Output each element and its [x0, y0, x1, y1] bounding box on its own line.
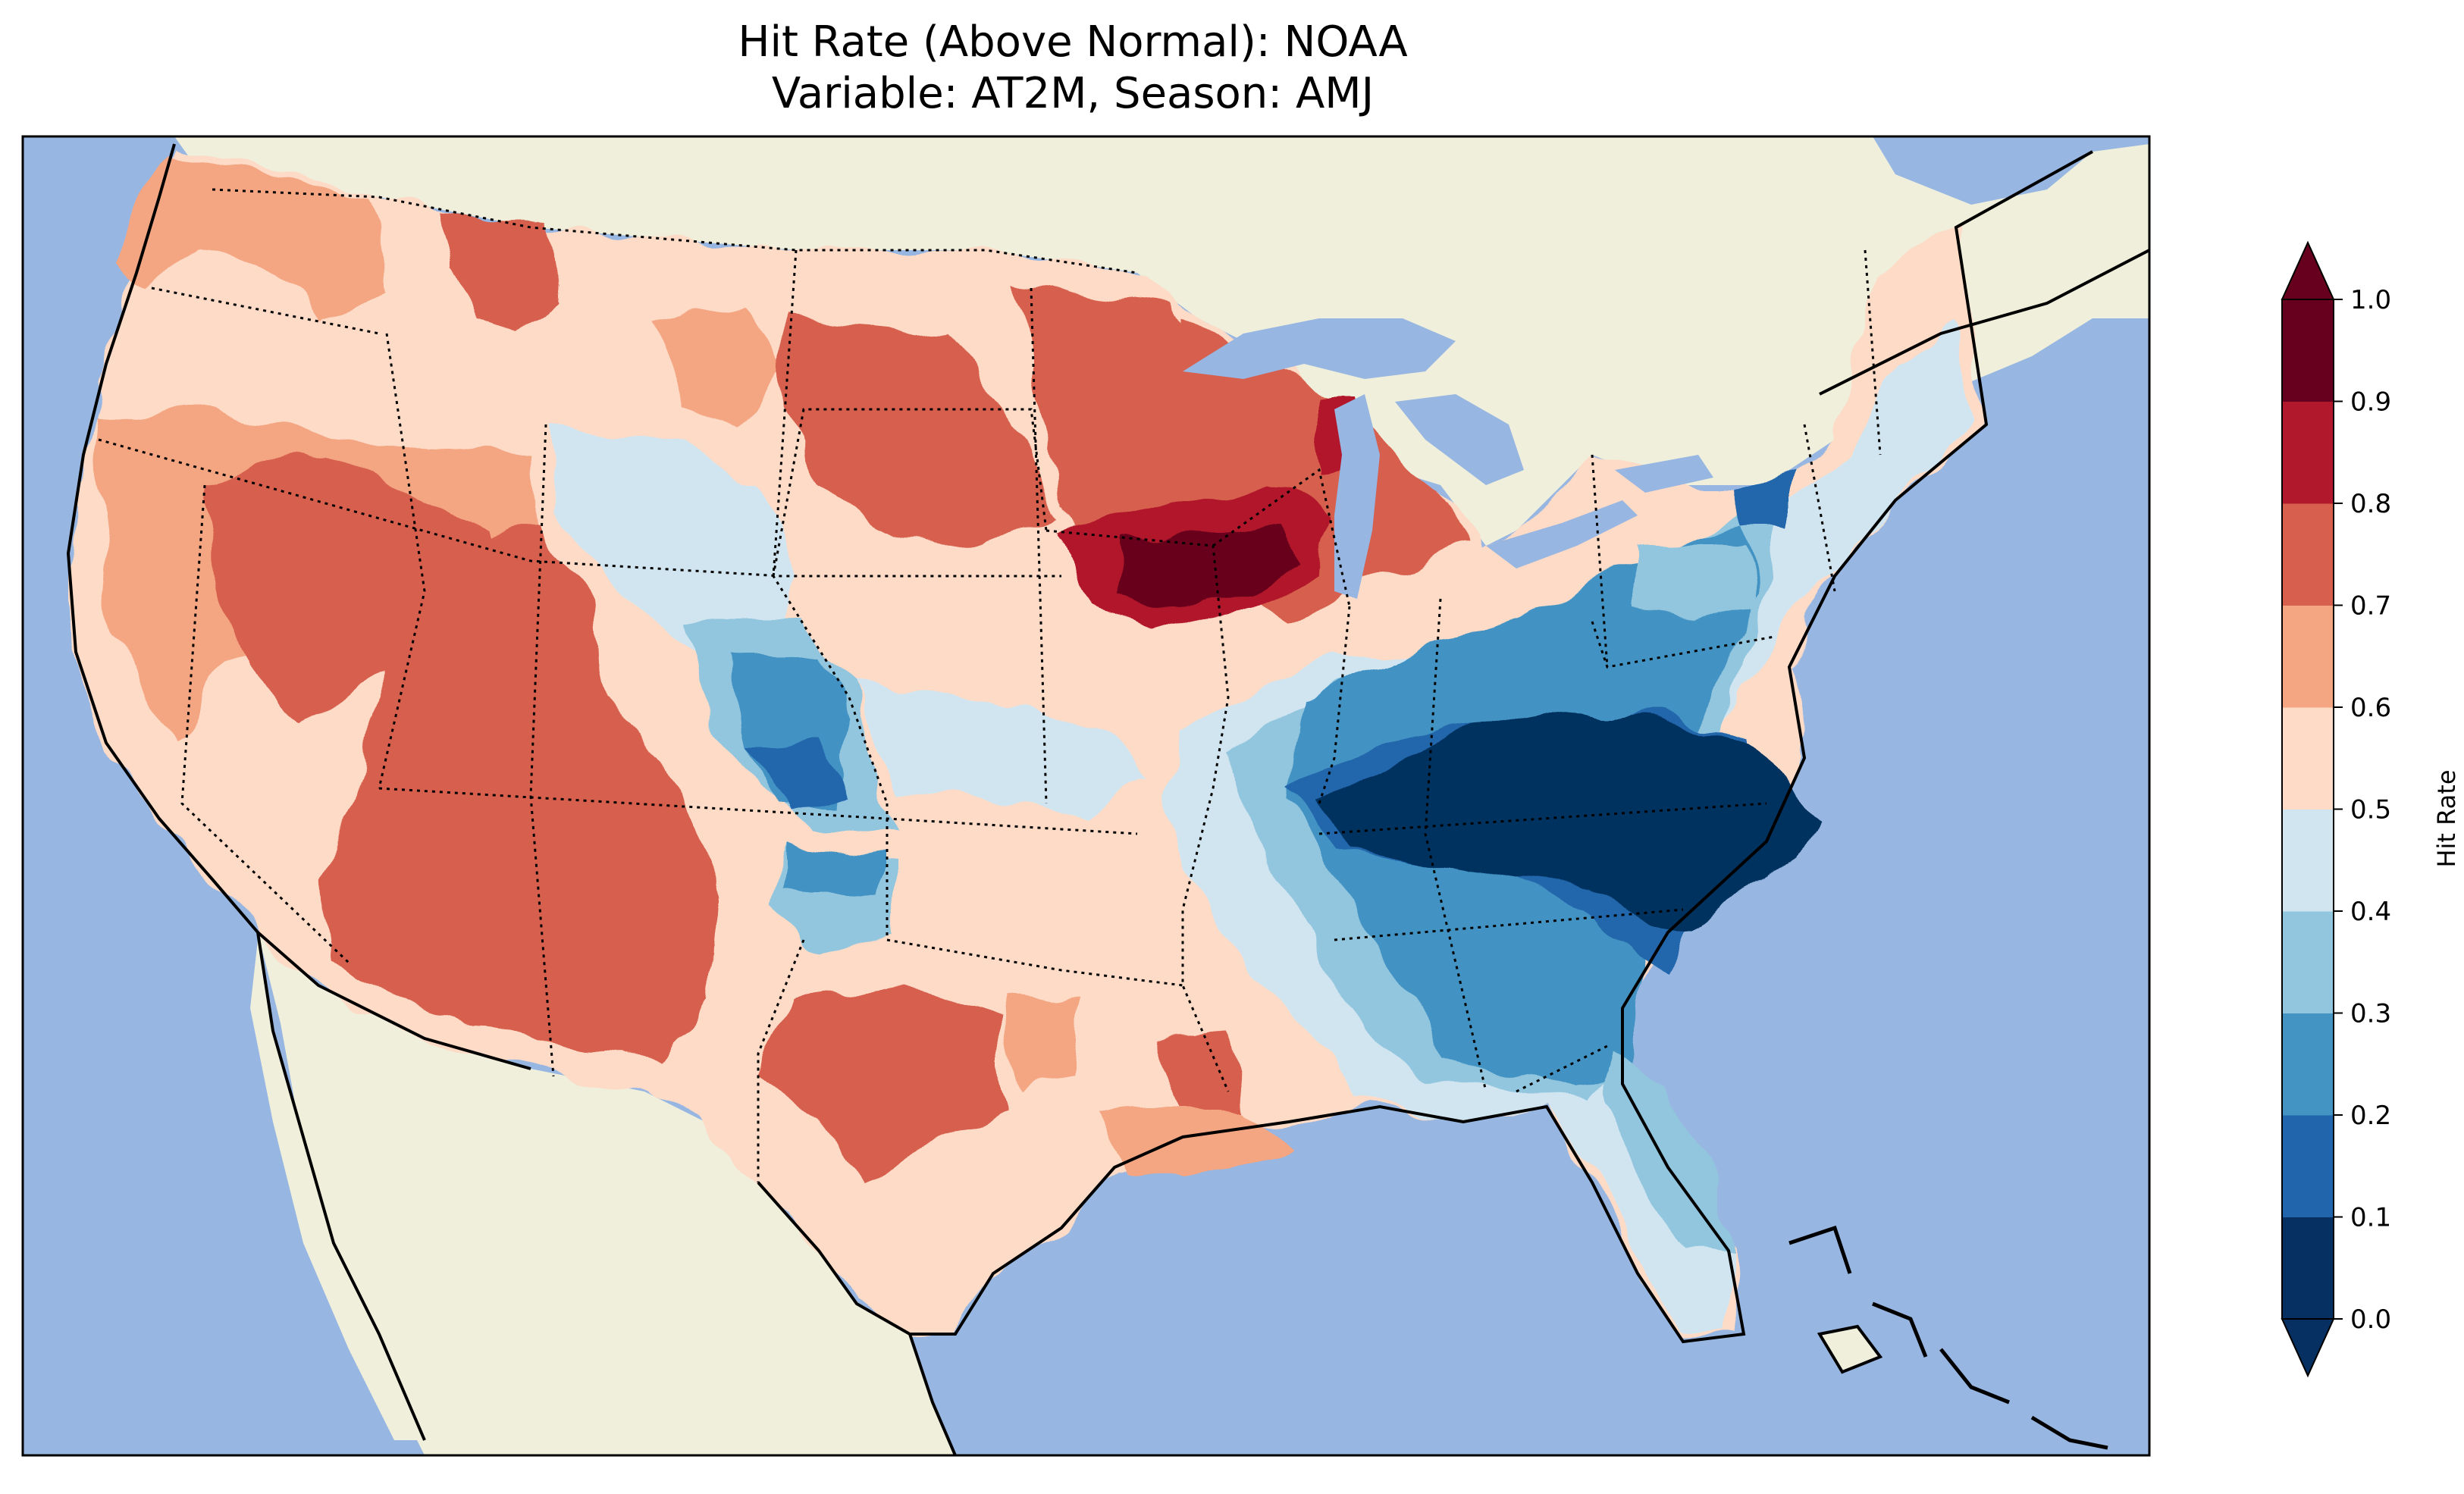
- lake-michigan: [1334, 394, 1380, 599]
- colorbar-segment-3: [2282, 911, 2334, 1013]
- coastlines: [66, 143, 2149, 1455]
- mexico-land: [258, 932, 955, 1455]
- cuba-fragment: [1817, 1324, 1883, 1374]
- state-borders: [98, 188, 1882, 1182]
- chart-title-line1: Hit Rate (Above Normal): NOAA: [738, 17, 1408, 67]
- colorbar-segment-5: [2282, 707, 2334, 810]
- colorbar-segment-9: [2282, 299, 2334, 402]
- colorbar-tick-label-9: 0.9: [2350, 387, 2391, 418]
- great-lakes: [1183, 318, 1713, 599]
- colorbar-tick-label-7: 0.7: [2350, 591, 2391, 622]
- map-area: [23, 136, 2149, 1455]
- colorbar-tick-label-3: 0.3: [2350, 999, 2391, 1029]
- colorbar-segment-8: [2282, 401, 2334, 504]
- lake-erie: [1486, 500, 1638, 568]
- map-frame: [21, 135, 2151, 1457]
- colorbar-tick-label-10: 1.0: [2350, 285, 2391, 315]
- colorbar-label: Hit Rate: [2432, 769, 2461, 867]
- lake-huron: [1395, 394, 1524, 485]
- colorbar-segment-4: [2282, 809, 2334, 912]
- colorbar-tick-label-4: 0.4: [2350, 897, 2391, 927]
- lake-ontario: [1615, 455, 1713, 493]
- colorbar-segment-6: [2282, 605, 2334, 708]
- colorbar-tick-label-5: 0.5: [2350, 795, 2391, 825]
- colorbar-tick-label-6: 0.6: [2350, 693, 2391, 723]
- colorbar-tick-label-2: 0.2: [2350, 1101, 2391, 1131]
- us-heatmap: [68, 144, 1986, 1342]
- colorbar-group: 0.0 0.1 0.2 0.3 0.4 0.5 0.6 0.7 0.8 0.9 1.0: [2281, 240, 2391, 1378]
- colorbar-segment-2: [2282, 1013, 2334, 1116]
- canada-land: [174, 136, 2149, 546]
- colorbar-extend-max: [2281, 240, 2335, 300]
- lake-superior: [1183, 318, 1456, 379]
- colorbar-extend-min: [2281, 1318, 2335, 1378]
- colorbar-tick-label-8: 0.8: [2350, 489, 2391, 519]
- colorbar-segment-1: [2282, 1115, 2334, 1217]
- colorbar-tick-label-1: 0.1: [2350, 1203, 2391, 1233]
- colorbar-tick-label-0: 0.0: [2350, 1305, 2391, 1335]
- colorbar-segment-7: [2282, 503, 2334, 606]
- colorbar-segment-0: [2282, 1217, 2334, 1320]
- chart-title-line2: Variable: AT2M, Season: AMJ: [771, 69, 1375, 118]
- bahamas-islands: [1788, 1225, 2108, 1450]
